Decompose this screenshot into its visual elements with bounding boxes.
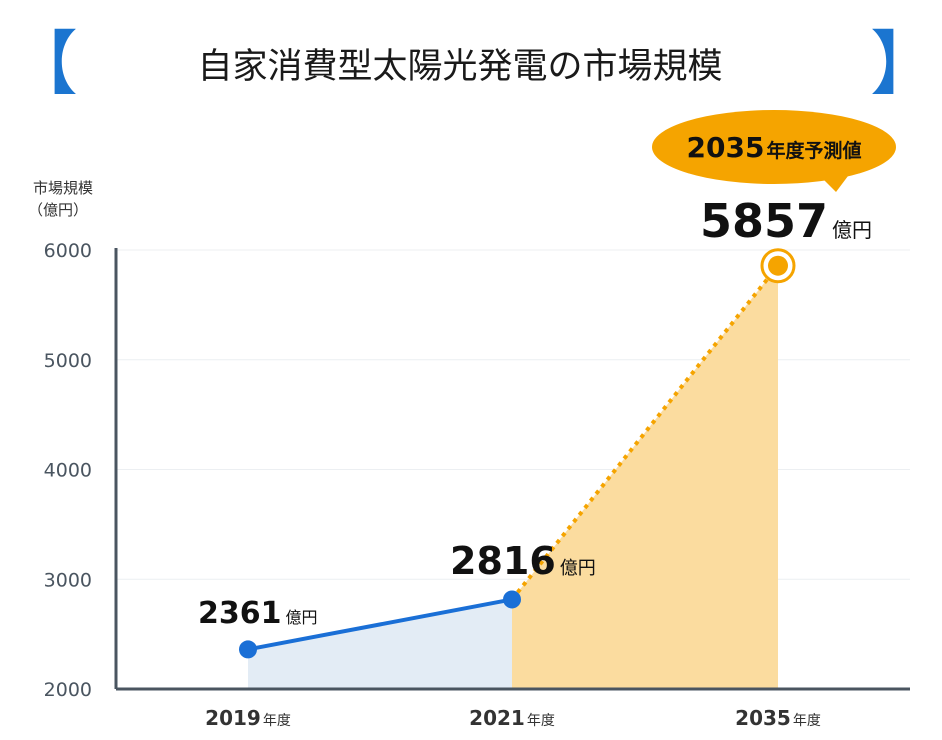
chart-header: 【 自家消費型太陽光発電の市場規模 】 [8,23,940,105]
callout-text: 2035 年度予測値 [687,131,862,164]
value-unit: 億円 [286,608,318,627]
y-axis-label-line2: （億円） [28,201,88,219]
x-tick-labels: 2019 年度 2021 年度 2035 年度 [205,706,821,730]
gridlines [116,249,910,580]
actual-area [248,599,512,689]
forecast-callout: 2035 年度予測値 [652,110,896,192]
value-number: 2361 [198,596,282,631]
x-tick-year: 2021 [469,706,525,730]
callout-label: 年度予測値 [766,139,861,162]
chart-title: 自家消費型太陽光発電の市場規模 [197,47,722,87]
point-2035 [768,255,788,276]
y-tick-label: 3000 [44,569,92,591]
value-label-2035: 5857 億円 [700,194,872,248]
title-bracket-right: 】 [870,23,940,105]
y-tick-label: 6000 [44,240,92,262]
y-tick-label: 4000 [44,460,92,482]
value-unit: 億円 [560,558,596,579]
y-axis-label-line1: 市場規模 [33,179,93,197]
axes [114,248,910,691]
y-tick-labels: 6000 5000 4000 3000 2000 [44,240,92,701]
x-tick-year: 2019 [205,706,261,730]
x-tick-label: 2035 年度 [735,706,821,730]
forecast-area [512,265,778,689]
x-tick-suffix: 年度 [263,713,291,729]
x-tick-label: 2021 年度 [469,706,555,730]
y-axis-label: 市場規模 （億円） [28,179,93,219]
callout-bubble [652,110,896,184]
value-number: 2816 [450,539,556,583]
value-label-2021: 2816 億円 [450,539,596,583]
series-lines [247,264,780,652]
title-bracket-left: 【 [8,23,78,105]
x-tick-label: 2019 年度 [205,706,291,730]
value-unit: 億円 [832,218,872,242]
x-tick-suffix: 年度 [793,713,821,729]
point-2021 [503,590,521,609]
area-fills [248,265,778,689]
callout-tail [820,176,848,192]
y-tick-label: 5000 [44,350,92,372]
actual-line [247,597,513,652]
callout-year: 2035 [687,131,765,164]
x-tick-suffix: 年度 [527,713,555,729]
value-number: 5857 [700,194,828,248]
value-label-2019: 2361 億円 [198,596,318,631]
x-tick-year: 2035 [735,706,791,730]
point-2019 [239,640,257,659]
data-points [239,248,796,659]
y-tick-label: 2000 [44,679,92,701]
